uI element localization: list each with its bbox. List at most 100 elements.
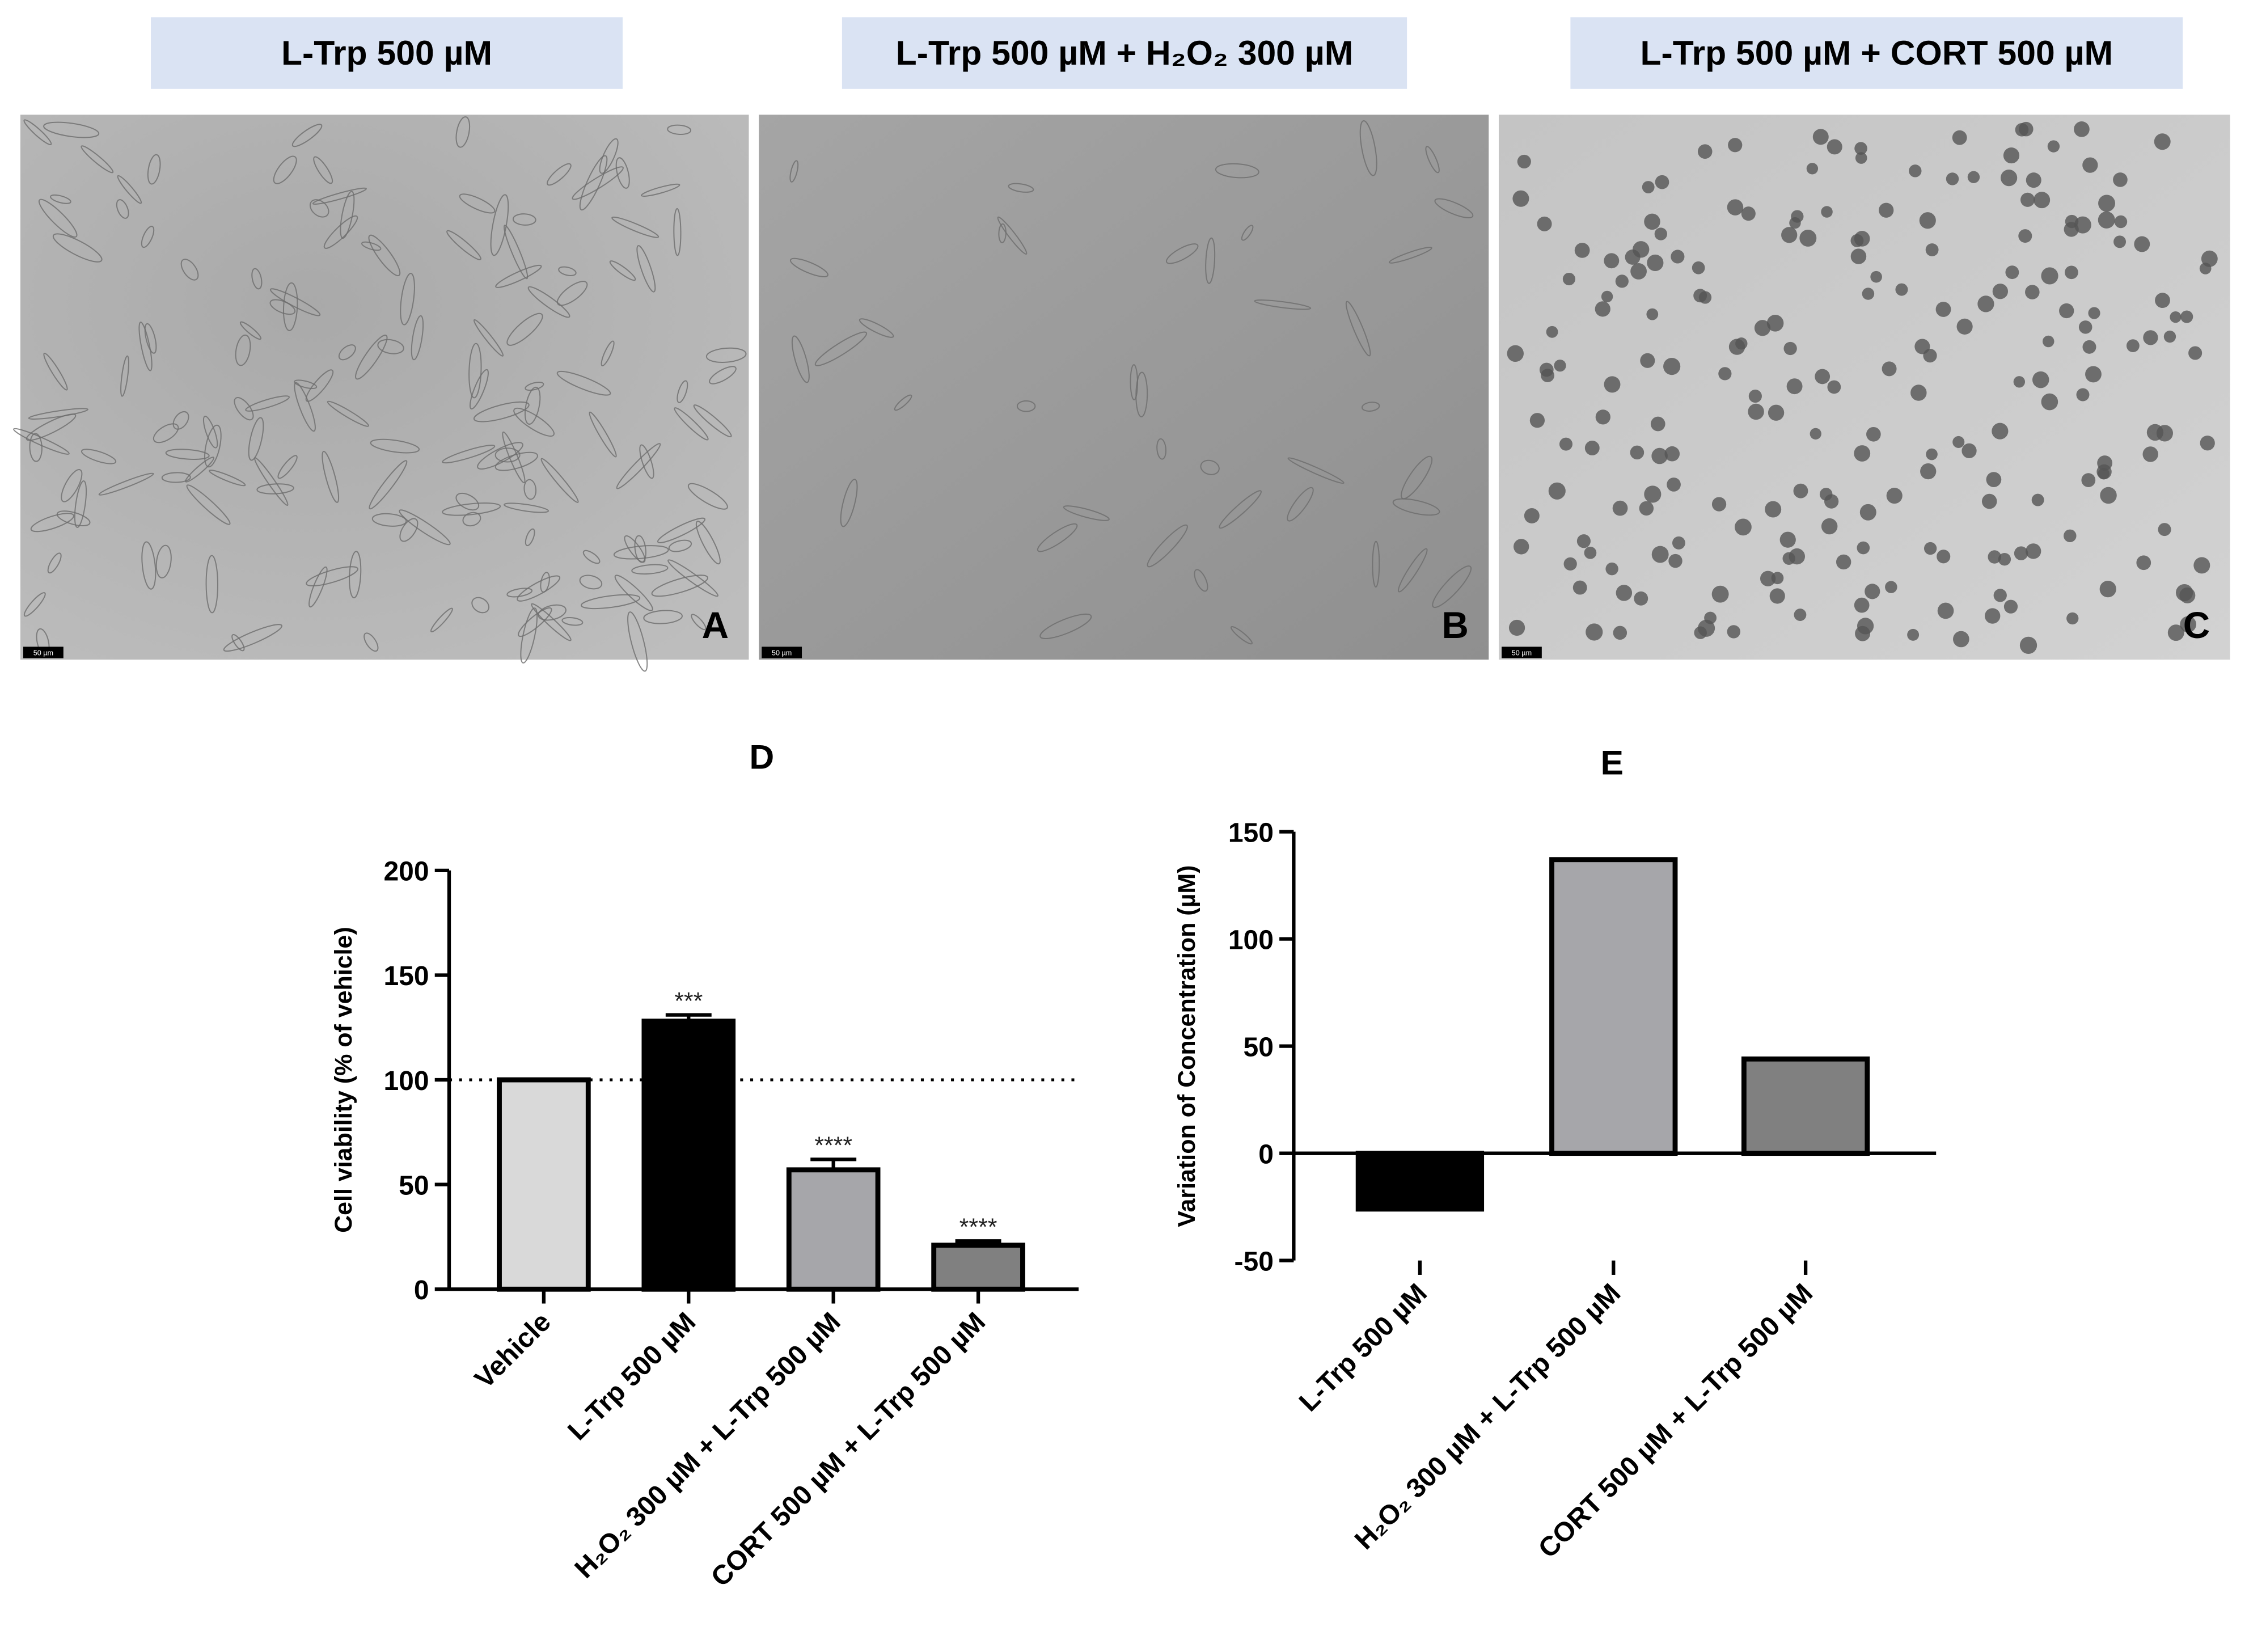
cell	[1584, 441, 1600, 455]
cell	[1698, 291, 1712, 304]
cell	[2167, 624, 2184, 641]
cell	[1345, 301, 1371, 357]
cell	[572, 166, 624, 200]
cell	[1815, 369, 1831, 385]
cell	[1574, 243, 1590, 258]
y-tick-label: 150	[1228, 818, 1274, 848]
cell	[399, 509, 451, 546]
cell	[355, 335, 388, 380]
cell	[322, 450, 340, 503]
cell	[2019, 636, 2037, 654]
cell	[1512, 190, 1529, 207]
x-tick-label: Vehicle	[469, 1307, 557, 1395]
cell	[306, 566, 358, 587]
cell	[582, 550, 601, 564]
cell	[294, 379, 318, 390]
cell	[641, 183, 680, 197]
cell	[30, 513, 74, 533]
bar	[641, 1019, 736, 1292]
cell	[504, 502, 549, 513]
cell	[490, 194, 509, 256]
cell	[1664, 446, 1680, 462]
cell	[1728, 138, 1743, 153]
cell	[1741, 206, 1756, 221]
cell	[455, 116, 471, 148]
cell	[556, 370, 611, 396]
cell	[1434, 198, 1474, 218]
cell	[1692, 261, 1705, 274]
cell	[1909, 164, 1922, 178]
cell	[161, 472, 191, 483]
cell	[1205, 237, 1216, 284]
cell	[1634, 591, 1648, 606]
cell	[2034, 192, 2051, 209]
cell	[2097, 455, 2113, 471]
y-tick-label: 50	[399, 1171, 429, 1201]
cell	[1988, 550, 2001, 564]
cell	[1993, 589, 2007, 602]
cell	[1562, 272, 1575, 286]
cell	[147, 154, 161, 185]
cell	[248, 417, 264, 461]
cell	[43, 352, 68, 391]
significance-label: ****	[959, 1214, 997, 1241]
cell	[581, 594, 641, 610]
cell	[1799, 229, 1817, 247]
cell	[1156, 438, 1167, 460]
cell	[1986, 472, 2002, 487]
cell	[256, 483, 294, 495]
cell	[2142, 446, 2158, 462]
cell	[245, 395, 290, 412]
scale-bar-label: 50 µm	[1512, 649, 1532, 657]
cell	[1992, 422, 2009, 440]
cell	[695, 521, 721, 565]
cell	[1952, 436, 1965, 448]
cell	[1401, 455, 1433, 500]
cell	[1165, 243, 1199, 264]
cell	[294, 382, 316, 432]
cell	[651, 574, 708, 597]
cell	[1827, 380, 1841, 394]
cell	[473, 319, 504, 357]
cell	[323, 215, 358, 249]
cell	[1361, 402, 1380, 412]
cell	[2014, 546, 2028, 560]
cell	[502, 431, 526, 484]
cell	[269, 299, 296, 315]
x-tick-label: L-Trp 500 µM	[1293, 1278, 1433, 1418]
cell	[1786, 378, 1803, 395]
cell	[1697, 144, 1713, 159]
cells	[13, 116, 747, 672]
cell	[1425, 146, 1440, 174]
cell	[239, 321, 262, 340]
cell	[50, 194, 71, 204]
cell	[2020, 192, 2035, 207]
cell	[789, 160, 799, 183]
cell	[13, 428, 70, 455]
cell	[369, 460, 408, 510]
cell	[1039, 613, 1092, 640]
cell	[399, 518, 418, 542]
cell	[1977, 295, 1994, 312]
cell	[2059, 303, 2074, 319]
cell	[1230, 626, 1253, 645]
cell	[691, 614, 707, 631]
cell	[1554, 360, 1566, 372]
cell	[455, 492, 480, 511]
cell	[231, 634, 245, 652]
header-box	[1570, 17, 2183, 89]
cell	[2126, 339, 2140, 353]
cell	[209, 470, 246, 487]
cell	[1586, 623, 1603, 641]
y-tick-label: 100	[1228, 925, 1274, 955]
cell	[291, 124, 323, 147]
cell	[338, 344, 356, 361]
cell	[312, 187, 367, 205]
significance-label: ***	[674, 988, 703, 1015]
cell	[1748, 403, 1764, 420]
cell	[446, 230, 481, 260]
cell	[1895, 283, 1908, 296]
cell	[1644, 485, 1662, 503]
cell	[2158, 523, 2171, 536]
